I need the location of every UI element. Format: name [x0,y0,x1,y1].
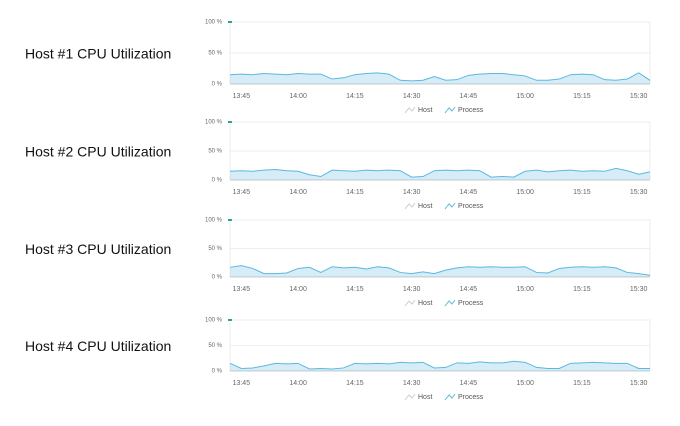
chart-title: Host #2 CPU Utilization [25,144,171,160]
x-tick-label: 15:00 [516,380,534,387]
legend-icon [404,202,416,210]
legend-label: Host [418,300,432,307]
series-line [229,265,651,276]
x-tick-label: 15:15 [573,286,591,293]
x-tick-label: 15:00 [516,286,534,293]
x-tick-label: 15:00 [516,93,534,100]
legend-label: Process [458,394,484,401]
y-tick-label: 50 % [208,246,222,252]
x-tick-label: 15:00 [516,189,534,196]
chart-title: Host #4 CPU Utilization [25,338,171,354]
x-tick-label: 13:45 [233,93,251,100]
legend-icon [404,106,416,114]
x-tick-label: 13:45 [233,189,251,196]
x-tick-label: 14:30 [403,286,421,293]
x-tick-label: 14:45 [460,93,478,100]
y-tick-label: 50 % [208,51,222,57]
x-tick-label: 14:15 [346,189,364,196]
y-tick-label: 0 % [212,178,223,184]
series-line [229,72,651,82]
legend-label: Process [458,203,484,210]
x-tick-label: 14:15 [346,380,364,387]
x-tick-label: 14:30 [403,380,421,387]
y-tick-label: 100 % [205,218,223,224]
y-tick-label: 0 % [212,369,223,375]
series-area [230,168,650,180]
y-tick-label: 100 % [205,318,223,324]
x-tick-label: 14:00 [289,189,307,196]
x-tick-label: 15:15 [573,93,591,100]
legend-icon [404,299,416,307]
legend-label: Process [458,300,484,307]
series-area [230,265,650,277]
x-tick-label: 15:15 [573,380,591,387]
x-tick-label: 14:15 [346,286,364,293]
x-tick-label: 15:15 [573,189,591,196]
legend-icon [444,393,456,401]
y-tick-label: 100 % [205,120,223,126]
x-tick-label: 14:15 [346,93,364,100]
chart-title: Host #1 CPU Utilization [25,46,171,62]
x-tick-label: 15:30 [630,380,648,387]
legend-label: Host [418,394,432,401]
y-tick-label: 100 % [205,20,223,26]
legend-label: Host [418,107,432,114]
series-line [229,360,650,370]
x-tick-label: 14:45 [460,189,478,196]
y-tick-label: 50 % [208,343,222,349]
x-tick-label: 14:00 [289,380,307,387]
x-tick-label: 14:45 [460,286,478,293]
x-tick-label: 14:45 [460,380,478,387]
y-tick-label: 50 % [208,149,222,155]
x-tick-label: 15:30 [630,286,648,293]
x-tick-label: 15:30 [630,189,648,196]
x-tick-label: 13:45 [233,286,251,293]
x-tick-label: 14:00 [289,286,307,293]
legend-icon [444,106,456,114]
legend-icon [444,202,456,210]
series-line [229,167,651,178]
x-tick-label: 13:45 [233,380,251,387]
x-tick-label: 14:00 [289,93,307,100]
x-tick-label: 15:30 [630,93,648,100]
x-tick-label: 14:30 [403,189,421,196]
legend-icon [444,299,456,307]
legend-label: Process [458,107,484,114]
y-tick-label: 0 % [212,82,223,88]
legend-label: Host [418,203,432,210]
y-tick-label: 0 % [212,275,223,281]
chart-title: Host #3 CPU Utilization [25,241,171,257]
legend-icon [404,393,416,401]
x-tick-label: 14:30 [403,93,421,100]
